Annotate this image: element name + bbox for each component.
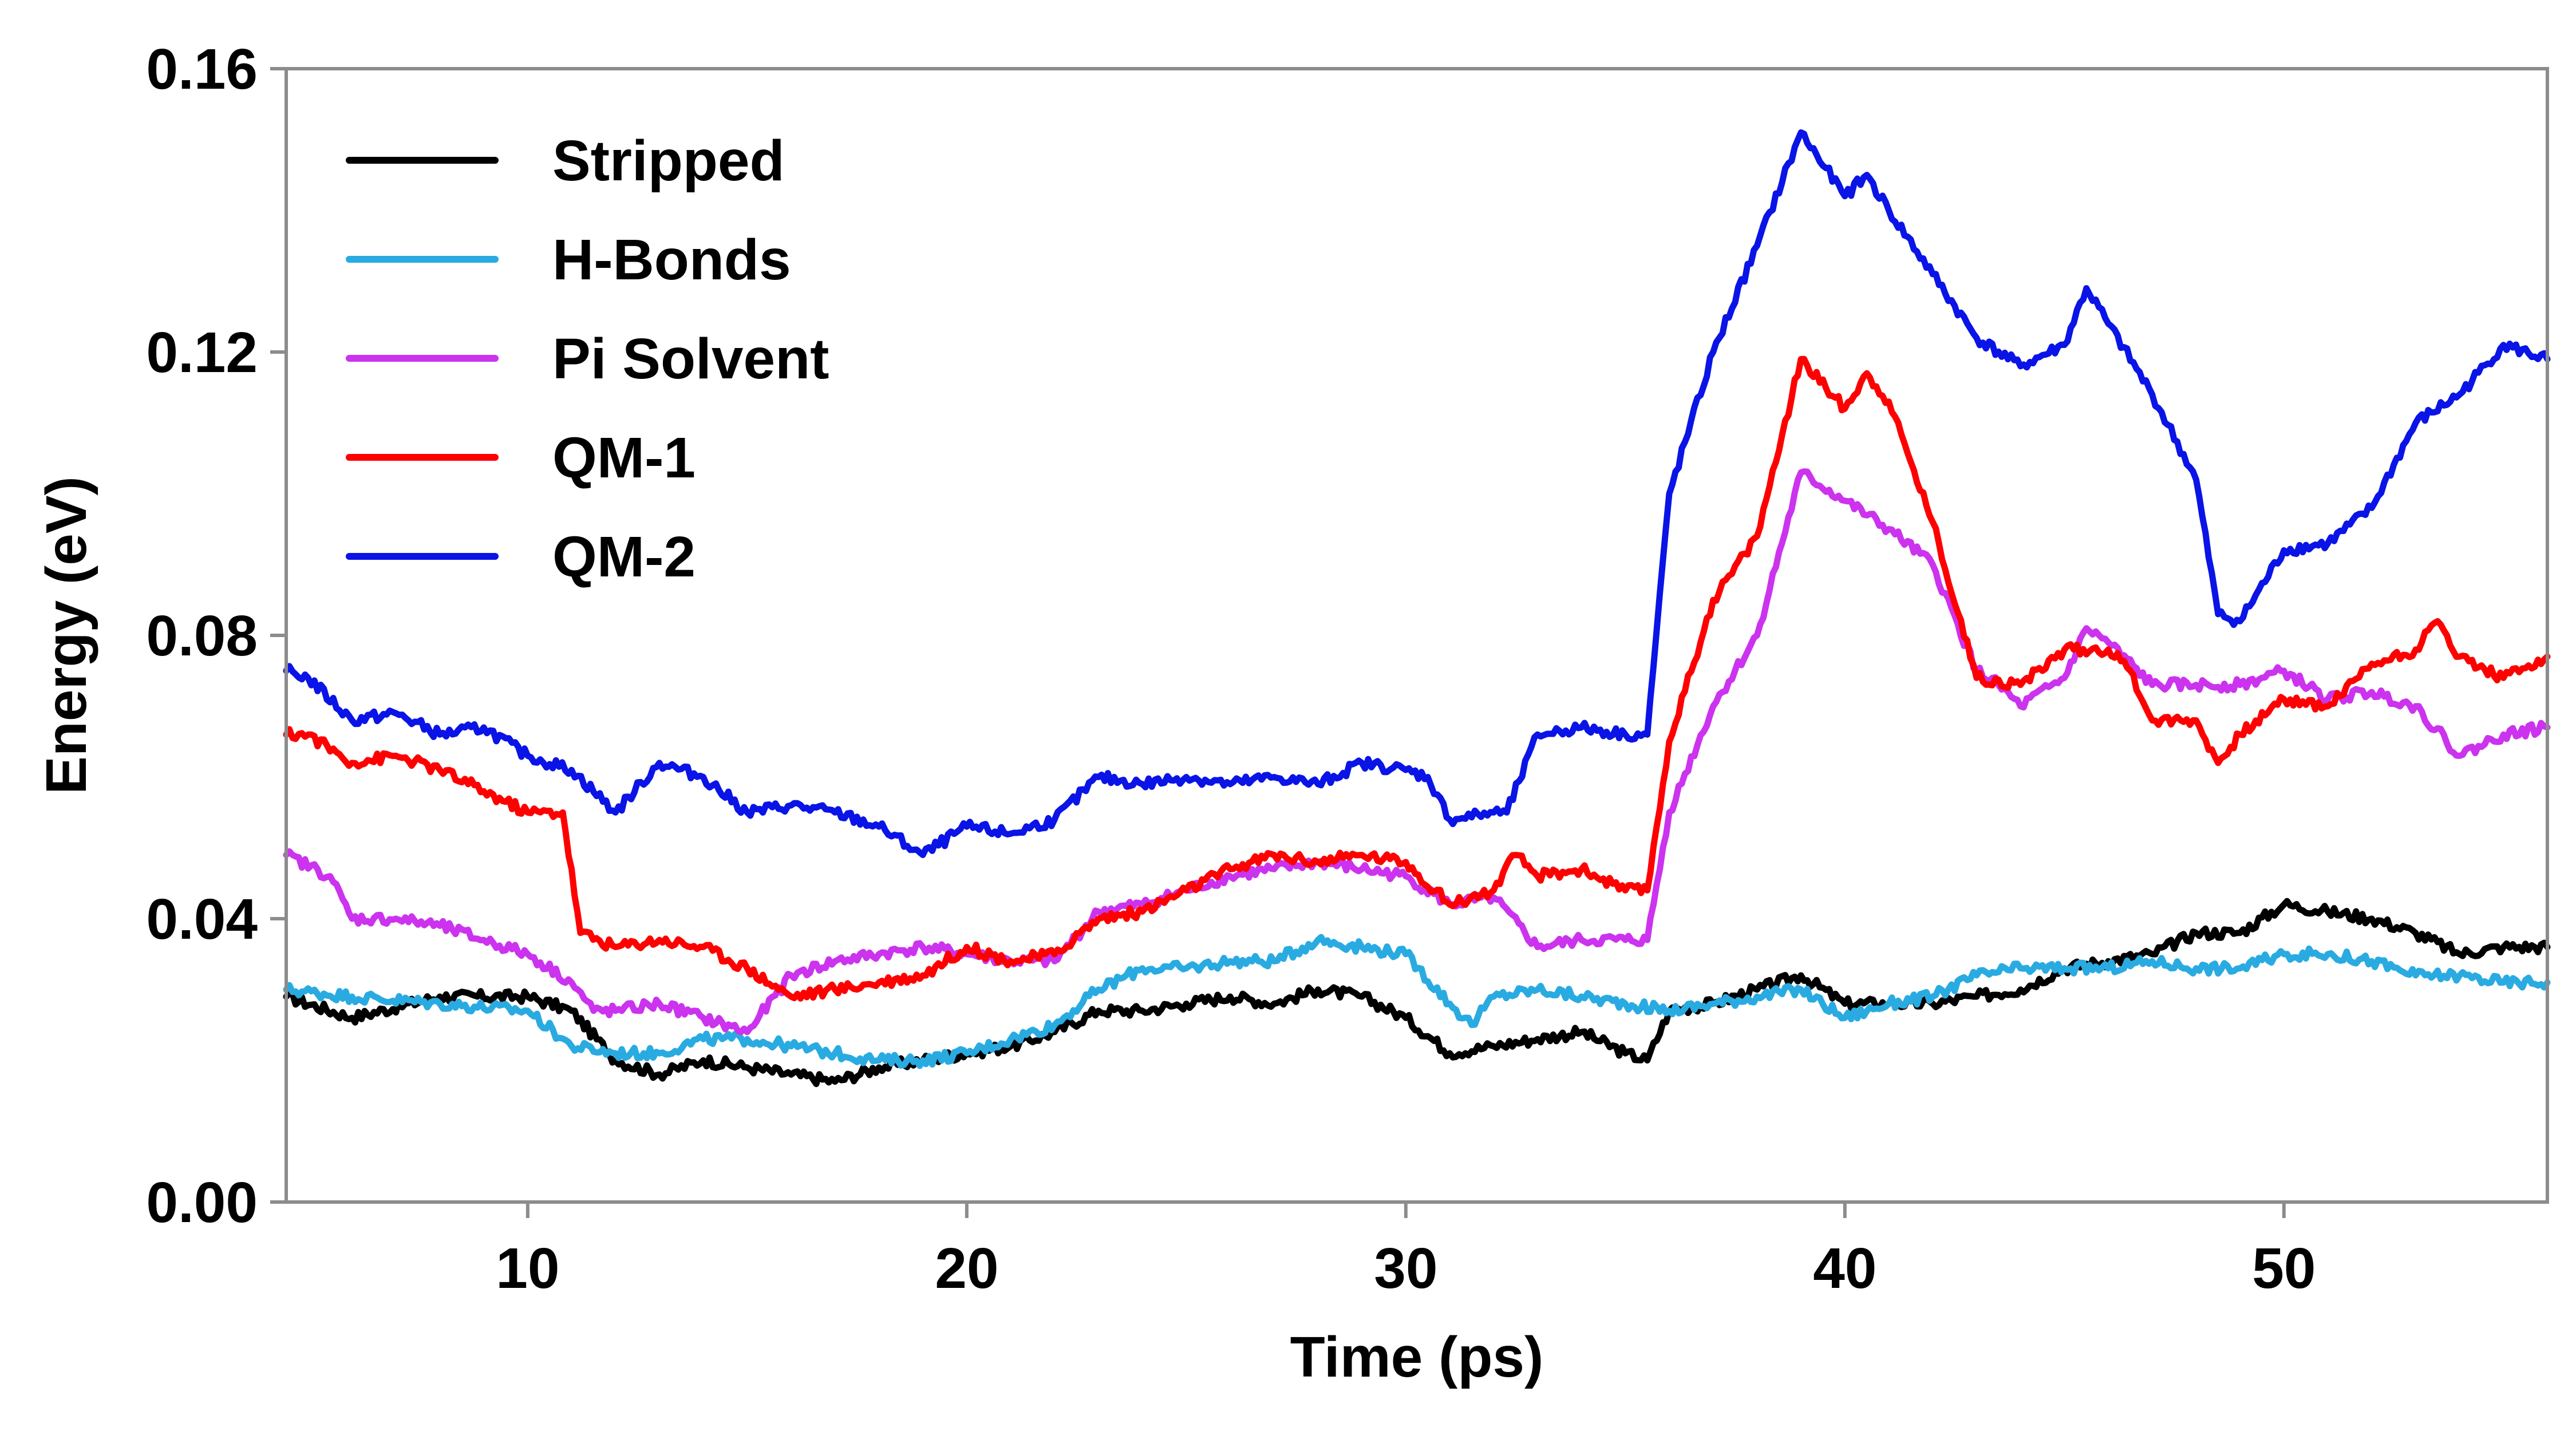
- y-tick-label: 0.16: [146, 37, 258, 101]
- legend-label-stripped: Stripped: [552, 129, 785, 193]
- legend: Stripped H-Bonds Pi Solvent QM-1 QM-2: [346, 129, 829, 589]
- legend-label-pi-solvent: Pi Solvent: [552, 327, 829, 391]
- series-layer: [283, 129, 2551, 1088]
- x-tick-label: 40: [1813, 1236, 1876, 1300]
- x-tick-label: 10: [496, 1236, 559, 1300]
- legend-label-h-bonds: H-Bonds: [552, 228, 791, 292]
- x-axis: 10 20 30 40 50: [496, 1202, 2316, 1300]
- series-line-pi-solvent: [283, 468, 2551, 1035]
- x-tick-label: 20: [935, 1236, 998, 1300]
- y-tick-label: 0.08: [146, 604, 258, 668]
- y-tick-label: 0.04: [146, 887, 258, 951]
- series-line-h-bonds: [283, 934, 2551, 1069]
- series-line-qm-1: [283, 355, 2551, 1002]
- x-tick-label: 50: [2252, 1236, 2316, 1300]
- series-line-qm-2: [283, 129, 2551, 859]
- legend-label-qm-1: QM-1: [552, 426, 696, 490]
- x-tick-label: 30: [1374, 1236, 1437, 1300]
- y-axis-title: Energy (eV): [34, 476, 98, 794]
- y-axis: 0.00 0.04 0.08 0.12 0.16: [146, 37, 286, 1235]
- x-axis-title: Time (ps): [1290, 1325, 1544, 1389]
- legend-label-qm-2: QM-2: [552, 525, 696, 589]
- y-tick-label: 0.12: [146, 321, 258, 385]
- series-line-stripped: [283, 898, 2551, 1088]
- y-tick-label: 0.00: [146, 1171, 258, 1235]
